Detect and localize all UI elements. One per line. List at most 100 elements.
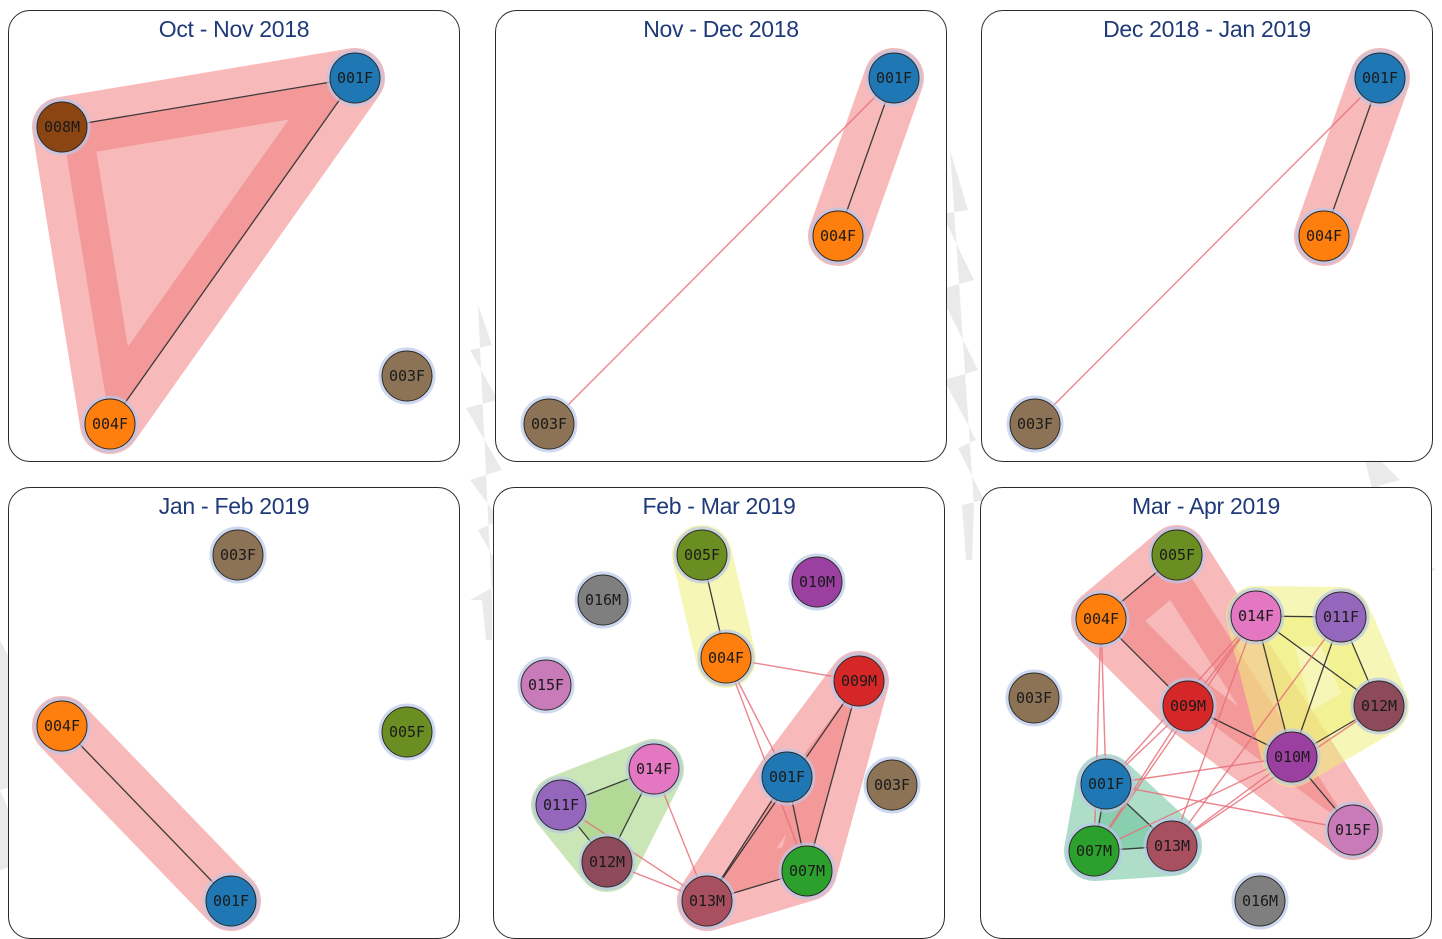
node-circle [1315, 591, 1367, 643]
node-004F: 004F [81, 395, 139, 453]
node-halo [809, 207, 867, 265]
network-graph: 005F 010M 016M 004F 009M 015F 014F 001F 003F 011F… [517, 525, 921, 931]
edge-010M-001F [1105, 756, 1293, 785]
node-halo [788, 553, 846, 611]
node-label: 001F [213, 892, 249, 910]
node-circle [535, 779, 587, 831]
node-circle [1234, 875, 1286, 927]
node-circle [381, 706, 433, 758]
node-001F: 001F [865, 49, 923, 107]
panel-title: Jan - Feb 2019 [158, 493, 310, 519]
node-004F: 004F [1295, 207, 1353, 265]
node-001F: 001F [326, 49, 384, 107]
node-halo [778, 842, 836, 900]
node-008M: 008M [33, 98, 91, 156]
node-circle [628, 743, 680, 795]
node-label: 004F [820, 227, 856, 245]
edges [61, 725, 232, 902]
node-circle [868, 52, 920, 104]
node-013M: 013M [1143, 817, 1201, 875]
node-circle [761, 751, 813, 803]
node-014F: 014F [1227, 587, 1285, 645]
node-label: 008M [44, 118, 80, 136]
node-halo [378, 703, 436, 761]
node-halo [863, 756, 921, 814]
node-halo [378, 347, 436, 405]
edge-001F-003F [1034, 77, 1381, 425]
node-label: 010M [1274, 748, 1310, 766]
node-004F: 004F [809, 207, 867, 265]
node-halo [1263, 728, 1321, 786]
node-label: 014F [636, 760, 672, 778]
node-circle [1298, 210, 1350, 262]
node-circle [1068, 825, 1120, 877]
node-circle [1151, 529, 1203, 581]
node-halo [33, 697, 91, 755]
node-010M: 010M [788, 553, 846, 611]
edge-010M-007M [1093, 756, 1293, 852]
node-halo [326, 49, 384, 107]
node-circle [681, 875, 733, 927]
network-graph: 005F 004F 014F 011F 003F 009M 012M 010M 001F 015F… [1005, 525, 1409, 930]
node-halo [1077, 755, 1135, 813]
node-circle [329, 52, 381, 104]
node-halo [578, 833, 636, 891]
nodes: 001F 004F 003F [520, 49, 923, 453]
node-001F: 001F [1351, 49, 1409, 107]
nodes: 001F 004F 003F [1006, 49, 1409, 453]
node-circle [781, 845, 833, 897]
node-halo [81, 395, 139, 453]
node-label: 003F [1017, 415, 1053, 433]
node-halo [1065, 822, 1123, 880]
node-013M: 013M [678, 872, 736, 930]
node-015F: 015F [1324, 801, 1382, 859]
edge-009M-007M [806, 680, 860, 872]
edge-001F-004F [109, 77, 356, 425]
node-label: 014F [1238, 607, 1274, 625]
node-007M: 007M [1065, 822, 1123, 880]
node-halo [520, 395, 578, 453]
node-label: 016M [1242, 892, 1278, 910]
node-label: 001F [1362, 69, 1398, 87]
node-circle [36, 101, 88, 153]
node-label: 001F [337, 69, 373, 87]
network-panel-oct-nov-2018: 001F 008M 004F 003F Oct - Nov 2018 [8, 10, 460, 462]
node-012M: 012M [1350, 677, 1408, 735]
nodes: 005F 010M 016M 004F 009M 015F 014F 001F 003F 011F… [517, 526, 921, 930]
node-label: 015F [1335, 821, 1371, 839]
node-halo [865, 49, 923, 107]
node-halo [1295, 207, 1353, 265]
node-circle [1008, 672, 1060, 724]
node-circle [523, 398, 575, 450]
panel-title: Mar - Apr 2019 [1132, 493, 1280, 519]
edge-008M-001F [61, 77, 356, 128]
node-halo [625, 740, 683, 798]
node-label: 001F [769, 768, 805, 786]
node-label: 004F [1083, 610, 1119, 628]
node-005F: 005F [673, 526, 731, 584]
node-label: 011F [1323, 608, 1359, 626]
node-halo [1231, 872, 1289, 930]
nodes: 005F 004F 014F 011F 003F 009M 012M 010M 001F 015F… [1005, 526, 1408, 930]
node-halo [517, 656, 575, 714]
node-label: 004F [92, 415, 128, 433]
network-panel-mar-apr-2019: 005F 004F 014F 011F 003F 009M 012M 010M 001F 015F… [980, 487, 1432, 939]
node-label: 004F [708, 649, 744, 667]
node-label: 001F [876, 69, 912, 87]
node-label: 013M [1154, 837, 1190, 855]
node-003F: 003F [209, 526, 267, 584]
node-007M: 007M [778, 842, 836, 900]
nodes: 003F 004F 005F 001F [33, 526, 436, 930]
node-circle [1353, 680, 1405, 732]
node-label: 005F [684, 546, 720, 564]
node-circle [812, 210, 864, 262]
node-halo [1324, 801, 1382, 859]
node-circle [84, 398, 136, 450]
node-halo [1351, 49, 1409, 107]
node-003F: 003F [1005, 669, 1063, 727]
node-label: 003F [1016, 689, 1052, 707]
node-halo [673, 526, 731, 584]
node-label: 004F [1306, 227, 1342, 245]
edge-004F-007M [1093, 618, 1102, 852]
node-halo [209, 526, 267, 584]
